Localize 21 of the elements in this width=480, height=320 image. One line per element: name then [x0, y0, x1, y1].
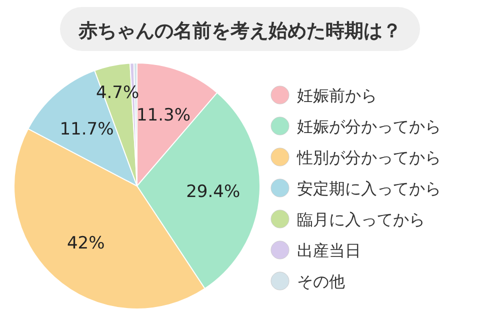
legend-label: 安定期に入ってから	[297, 179, 441, 198]
data-label: 4.7%	[96, 83, 140, 104]
legend-item: 臨月に入ってから	[270, 210, 425, 229]
legend-item: 出産当日	[270, 240, 361, 260]
data-label: 11.7%	[60, 120, 114, 140]
legend-label: 出産当日	[297, 241, 361, 260]
legend-item: その他	[270, 272, 345, 291]
legend-label: 臨月に入ってから	[297, 210, 425, 229]
legend-label: 性別が分かってから	[296, 148, 441, 167]
legend-label: 妊娠前から	[297, 86, 377, 105]
title: 赤ちゃんの名前を考え始めた時期は？	[60, 7, 420, 51]
data-label: 29.4%	[186, 182, 240, 202]
data-label: 42%	[66, 234, 105, 254]
legend-label: その他	[297, 272, 345, 291]
legend-item: 性別が分かってから	[270, 148, 441, 167]
legend-item: 妊娠前から	[270, 86, 377, 105]
legend-item: 妊娠が分かってから	[270, 116, 441, 136]
chart-title: 赤ちゃんの名前を考え始めた時期は？	[78, 20, 402, 42]
legend-label: 妊娠が分かってから	[297, 117, 441, 136]
data-label: 11.3%	[136, 105, 191, 126]
legend-item: 安定期に入ってから	[270, 178, 441, 198]
